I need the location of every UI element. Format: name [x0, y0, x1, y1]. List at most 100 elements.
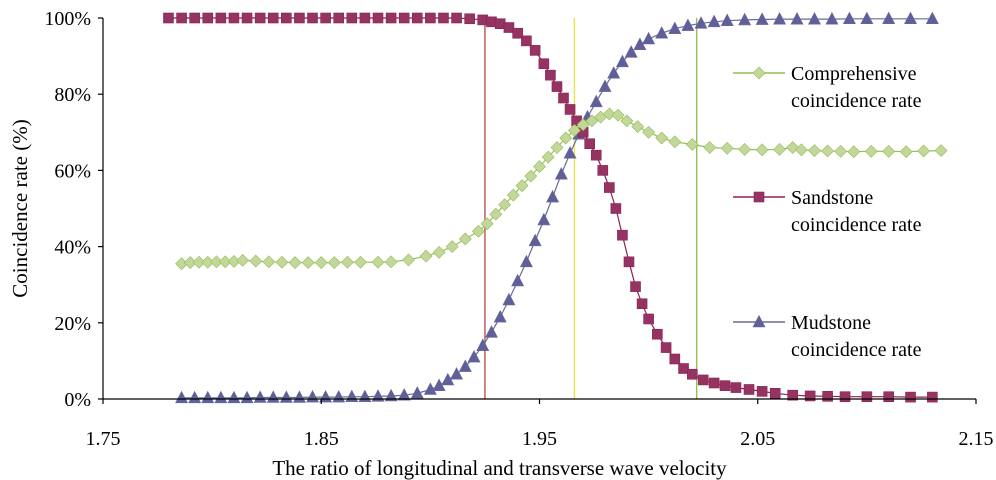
- data-point-diamond: [432, 245, 446, 259]
- data-point-triangle: [808, 11, 821, 25]
- data-point-triangle: [773, 11, 787, 25]
- legend-label: coincidence rate: [791, 339, 922, 361]
- data-point-square: [730, 382, 742, 393]
- data-point-triangle: [397, 388, 411, 401]
- data-point-diamond: [567, 123, 581, 137]
- data-point-triangle: [615, 54, 629, 68]
- data-point-triangle: [694, 16, 708, 29]
- data-point-triangle: [519, 254, 533, 268]
- data-point-square: [163, 12, 174, 24]
- data-point-diamond: [288, 256, 302, 270]
- data-point-triangle: [423, 382, 437, 395]
- data-point-square: [610, 203, 622, 214]
- data-point-square: [521, 35, 532, 47]
- data-point-diamond: [620, 114, 634, 128]
- data-point-square: [411, 12, 423, 24]
- data-point-diamond: [354, 255, 367, 269]
- data-point-square: [512, 27, 523, 39]
- data-point-triangle: [720, 13, 734, 26]
- data-point-diamond: [899, 145, 913, 159]
- y-tick-label: 100%: [44, 8, 91, 30]
- data-point-square: [346, 12, 358, 24]
- data-point-triangle: [292, 390, 306, 403]
- data-point-square: [333, 12, 345, 24]
- data-point-diamond: [834, 144, 848, 158]
- x-tick-label: 2.05: [740, 428, 775, 450]
- data-point-triangle: [607, 66, 621, 79]
- legend-item-sandstone: Sandstone coincidence rate: [733, 187, 922, 236]
- data-point-triangle: [681, 18, 695, 31]
- data-point-triangle: [188, 390, 202, 404]
- y-tick-labels: 0% 20% 40% 60% 80% 100%: [44, 8, 103, 411]
- data-point-diamond: [371, 255, 385, 269]
- data-point-triangle: [345, 389, 359, 403]
- data-point-triangle: [227, 390, 241, 404]
- data-point-diamond: [498, 198, 512, 212]
- data-point-triangle: [384, 388, 398, 402]
- data-point-diamond: [489, 207, 503, 221]
- data-point-triangle: [642, 31, 656, 45]
- data-point-triangle: [484, 325, 498, 338]
- reference-lines: [484, 18, 698, 399]
- data-point-square: [787, 389, 798, 401]
- data-point-square: [743, 384, 755, 395]
- data-point-square: [359, 12, 371, 24]
- data-point-diamond: [786, 141, 800, 154]
- data-point-square: [660, 342, 672, 353]
- data-point-diamond: [847, 145, 861, 159]
- data-point-square: [438, 12, 449, 24]
- data-point-diamond: [738, 143, 752, 156]
- data-point-diamond: [602, 107, 616, 121]
- data-point-square: [927, 391, 938, 403]
- data-point-diamond: [210, 255, 223, 269]
- data-point-square: [623, 256, 635, 268]
- data-point-square: [267, 12, 279, 24]
- data-point-square: [756, 386, 768, 397]
- legend: Comprehensive coincidence rate Sandstone co…: [733, 63, 922, 361]
- data-point-triangle: [410, 386, 424, 399]
- data-point-triangle: [655, 26, 669, 39]
- data-point-square: [425, 12, 436, 24]
- data-point-diamond: [327, 256, 341, 270]
- data-point-diamond: [524, 169, 538, 183]
- data-point-diamond: [559, 131, 573, 145]
- legend-item-mudstone: Mudstone coincidence rate: [733, 312, 922, 361]
- data-point-square: [228, 12, 240, 24]
- data-point-diamond: [642, 125, 656, 139]
- data-point-diamond: [794, 143, 808, 157]
- x-tick-label: 1.85: [304, 428, 339, 450]
- data-point-diamond: [934, 144, 948, 158]
- data-point-square: [678, 363, 689, 374]
- data-point-square: [697, 374, 709, 386]
- data-point-triangle: [738, 12, 752, 26]
- data-point-square: [753, 191, 765, 203]
- data-point-square: [215, 12, 227, 24]
- data-point-square: [451, 12, 462, 24]
- data-point-square: [551, 81, 563, 92]
- data-point-triangle: [668, 21, 682, 34]
- data-point-diamond: [341, 255, 354, 269]
- data-point-triangle: [904, 11, 918, 25]
- data-point-square: [604, 182, 615, 193]
- data-point-square: [281, 12, 292, 24]
- data-point-diamond: [506, 188, 520, 202]
- legend-label: Comprehensive: [791, 63, 917, 85]
- data-point-diamond: [314, 256, 328, 270]
- data-point-triangle: [925, 11, 939, 25]
- y-tick-label: 40%: [54, 237, 91, 259]
- data-point-diamond: [611, 108, 625, 122]
- data-point-triangle: [306, 389, 320, 403]
- data-point-diamond: [864, 144, 878, 158]
- data-point-diamond: [515, 179, 529, 193]
- data-point-square: [822, 391, 833, 402]
- series-mudstone: [175, 11, 939, 404]
- data-point-diamond: [236, 253, 250, 267]
- data-point-square: [254, 12, 266, 24]
- data-point-diamond: [685, 138, 699, 151]
- x-tick-label: 1.95: [522, 428, 557, 450]
- data-point-square: [643, 313, 654, 325]
- data-point-triangle: [554, 167, 568, 180]
- data-point-diamond: [541, 150, 555, 164]
- data-point-triangle: [842, 11, 856, 25]
- data-point-square: [652, 328, 663, 340]
